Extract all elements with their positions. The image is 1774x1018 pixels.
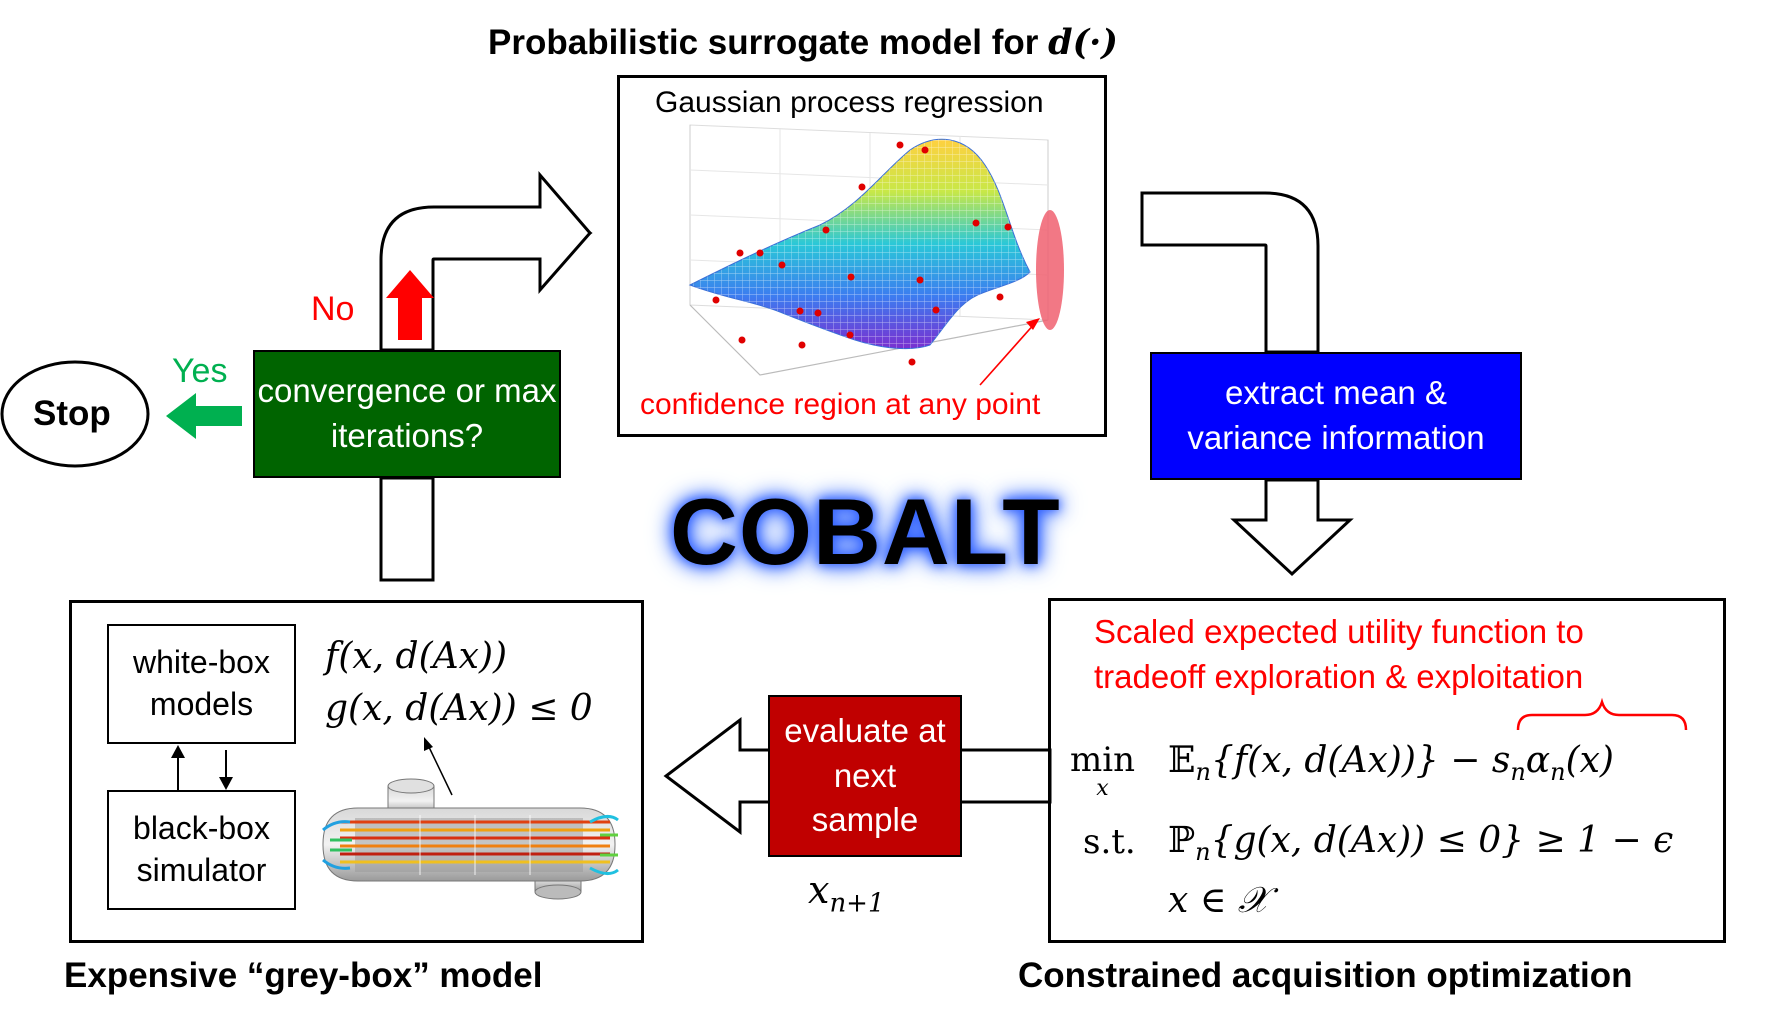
- gp-surface-plot: [688, 124, 1064, 386]
- hollow-arrow-to-acquisition: [1230, 478, 1354, 577]
- cobalt-title: COBALT: [670, 479, 1061, 584]
- utility-annotation: Scaled expected utility function to trad…: [1094, 613, 1584, 695]
- brace: [1516, 697, 1688, 731]
- heat-exchanger-illustration: [322, 778, 619, 900]
- greybox-panel: [69, 600, 644, 943]
- next-sample-variable: xn+1: [808, 868, 885, 919]
- stop-label: Stop: [33, 394, 111, 433]
- surrogate-panel: [617, 75, 1107, 437]
- no-arrow: [386, 270, 434, 340]
- surrogate-title: Probabilistic surrogate model for d(·): [488, 22, 1118, 63]
- extract-label: extract mean & variance information: [1187, 374, 1485, 456]
- confidence-ellipse: [1036, 210, 1064, 330]
- convergence-question: convergence or max iterations?: [257, 372, 557, 454]
- constraint-function: g(x, d(Ax)) ≤ 0: [325, 688, 593, 729]
- convergence-box: convergence or max iterations?: [253, 350, 561, 478]
- white-box-models: white-box models: [107, 624, 296, 744]
- acquisition-title: Constrained acquisition optimization: [1018, 956, 1633, 995]
- st-label: s.t.: [1083, 822, 1136, 862]
- objective-expression: 𝔼n{f(x, d(Ax))} − snαn(x): [1168, 740, 1614, 787]
- hollow-arrow-to-convergence: [379, 476, 435, 582]
- surrogate-title-math: d(·): [1048, 22, 1118, 63]
- yes-arrow: [166, 393, 242, 439]
- stop-ellipse: [0, 360, 150, 468]
- evaluate-box: evaluate at next sample: [768, 695, 962, 857]
- constraint-expression: ℙn{g(x, d(Ax)) ≤ 0} ≥ 1 − ϵ: [1168, 820, 1674, 867]
- min-operator: min x: [1070, 740, 1136, 801]
- whitebox-blackbox-arrows: [171, 745, 233, 795]
- greybox-title: Expensive “grey-box” model: [64, 956, 543, 995]
- extract-box: extract mean & variance information: [1150, 352, 1522, 480]
- domain-constraint: x ∈ 𝒳: [1168, 880, 1269, 921]
- hollow-arrow-to-extract: [1140, 191, 1320, 354]
- evaluate-label: evaluate at next sample: [784, 711, 946, 839]
- black-box-simulator: black-box simulator: [107, 790, 296, 910]
- acquisition-panel: [1048, 598, 1726, 943]
- no-label: No: [311, 290, 355, 328]
- gp-panel-title: Gaussian process regression: [655, 86, 1044, 119]
- confidence-annotation: confidence region at any point: [640, 388, 1041, 421]
- yes-label: Yes: [172, 352, 228, 390]
- objective-function: f(x, d(Ax)): [325, 636, 508, 677]
- annotation-arrow: [979, 321, 1037, 386]
